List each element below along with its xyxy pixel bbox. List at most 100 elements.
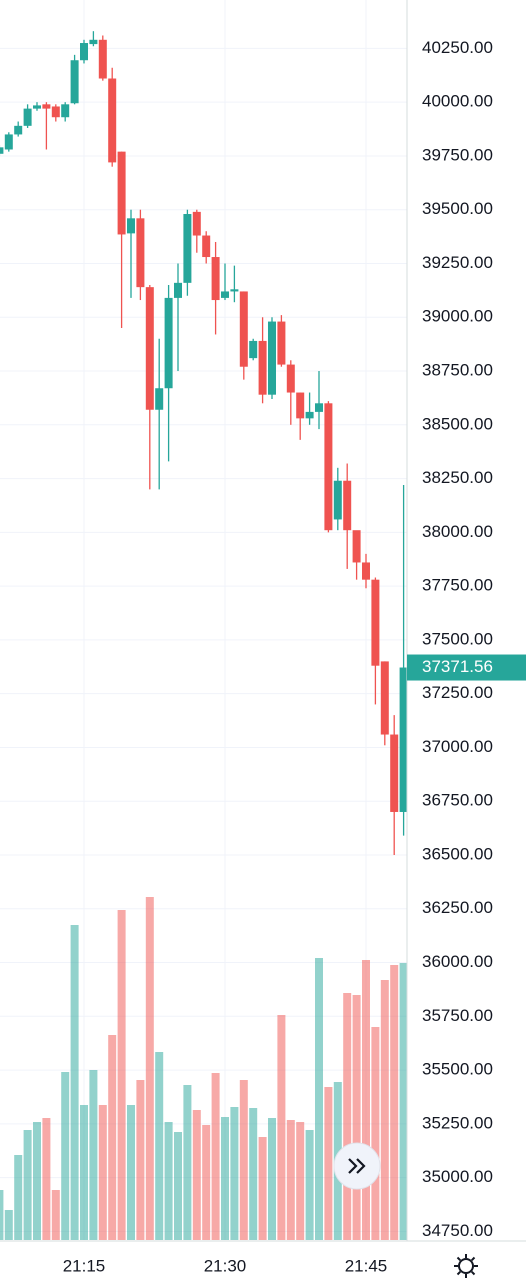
candle-body	[80, 43, 88, 61]
candle-body	[249, 340, 258, 359]
candle-body	[4, 134, 13, 150]
candle-body	[117, 151, 126, 235]
volume-bar	[51, 1190, 60, 1240]
candle-body	[108, 78, 117, 163]
x-tick-label: 21:45	[345, 1256, 388, 1275]
volume-bar	[145, 897, 154, 1240]
candle-body	[371, 579, 380, 666]
y-tick-label: 39250.00	[422, 253, 493, 272]
candle-body	[51, 106, 60, 118]
volume-bar	[108, 1035, 117, 1240]
volume-bar	[296, 1122, 305, 1240]
x-tick-label: 21:15	[63, 1256, 106, 1275]
volume-bar	[390, 965, 399, 1240]
y-tick-label: 40250.00	[422, 38, 493, 57]
candle-body	[70, 60, 79, 104]
y-tick-label: 38250.00	[422, 468, 493, 487]
candle-body	[183, 214, 192, 283]
candle-body	[324, 403, 333, 531]
volume-bar	[23, 1130, 32, 1240]
candle-body	[98, 39, 107, 79]
time-axis-bg	[0, 1241, 526, 1280]
volume-bar	[33, 1122, 41, 1240]
candle-body	[380, 661, 389, 735]
volume-bar	[61, 1072, 70, 1240]
candle-body	[333, 480, 342, 520]
y-tick-label: 35500.00	[422, 1060, 493, 1079]
price-axis-bg	[407, 0, 526, 1280]
candle-body	[258, 340, 267, 395]
gear-teeth[interactable]	[454, 1254, 478, 1278]
volume-bar	[249, 1108, 258, 1240]
y-tick-label: 38000.00	[422, 522, 493, 541]
volume-bar	[14, 1155, 23, 1240]
volume-bar	[371, 1027, 380, 1240]
volume-bar	[221, 1117, 229, 1240]
candle-body	[277, 321, 286, 365]
volume-bar	[258, 1137, 267, 1240]
candle-body	[155, 388, 164, 410]
candle-body	[286, 364, 295, 393]
volume-bar	[343, 993, 352, 1240]
volume-bar	[155, 1052, 164, 1240]
y-tick-label: 38500.00	[422, 414, 493, 433]
x-tick-label: 21:30	[204, 1256, 247, 1275]
y-tick-label: 34750.00	[422, 1221, 493, 1240]
volume-bar	[305, 1130, 314, 1240]
last-price-label: 37371.56	[422, 657, 493, 676]
candle-body	[296, 392, 305, 419]
y-tick-label: 40000.00	[422, 92, 493, 111]
last-price-box	[407, 654, 526, 681]
y-tick-label: 36500.00	[422, 844, 493, 863]
candle-body	[164, 297, 173, 389]
volume-bar	[202, 1125, 211, 1240]
volume-bar	[352, 995, 361, 1240]
candle-body	[61, 104, 70, 118]
y-tick-label: 37000.00	[422, 737, 493, 756]
volume-bar	[277, 1015, 286, 1240]
volume-bar	[98, 1105, 107, 1240]
volume-bar	[117, 910, 126, 1240]
candle-body	[136, 218, 145, 288]
gear-icon[interactable]	[458, 1258, 474, 1274]
y-tick-label: 35750.00	[422, 1006, 493, 1025]
candle-body	[305, 411, 314, 419]
settings-button[interactable]	[454, 1254, 478, 1278]
candle-body	[399, 667, 408, 812]
volume-bar	[324, 1087, 333, 1240]
candle-body	[352, 530, 361, 563]
volume-bar	[80, 1105, 88, 1240]
volume-layer	[0, 897, 408, 1240]
y-tick-label: 38750.00	[422, 361, 493, 380]
volume-bar	[70, 925, 79, 1240]
candle-body	[23, 108, 32, 126]
volume-bar	[315, 958, 323, 1240]
volume-bar	[183, 1085, 192, 1240]
y-tick-label: 36250.00	[422, 898, 493, 917]
candle-body	[268, 321, 276, 395]
candle-body	[315, 403, 323, 412]
candle-body	[192, 211, 201, 236]
candle-body	[33, 105, 41, 109]
volume-bar	[136, 1080, 145, 1240]
volume-bar	[286, 1120, 295, 1240]
scroll-icon[interactable]	[348, 1158, 366, 1174]
scroll-button[interactable]	[333, 1142, 381, 1190]
volume-bar	[239, 1080, 248, 1240]
candle-body	[343, 480, 352, 531]
volume-bar	[268, 1118, 276, 1240]
volume-bar	[211, 1073, 220, 1240]
volume-bar	[380, 980, 389, 1240]
y-tick-label: 36000.00	[422, 952, 493, 971]
volume-bar	[42, 1118, 51, 1240]
candle-body	[127, 218, 135, 234]
volume-bar	[192, 1110, 201, 1240]
candle-body	[14, 125, 23, 135]
y-tick-label: 37750.00	[422, 576, 493, 595]
candle-body	[362, 562, 370, 580]
candle-body	[239, 291, 248, 367]
volume-bar	[89, 1070, 98, 1240]
candle-body	[390, 734, 399, 812]
y-tick-label: 35000.00	[422, 1167, 493, 1186]
